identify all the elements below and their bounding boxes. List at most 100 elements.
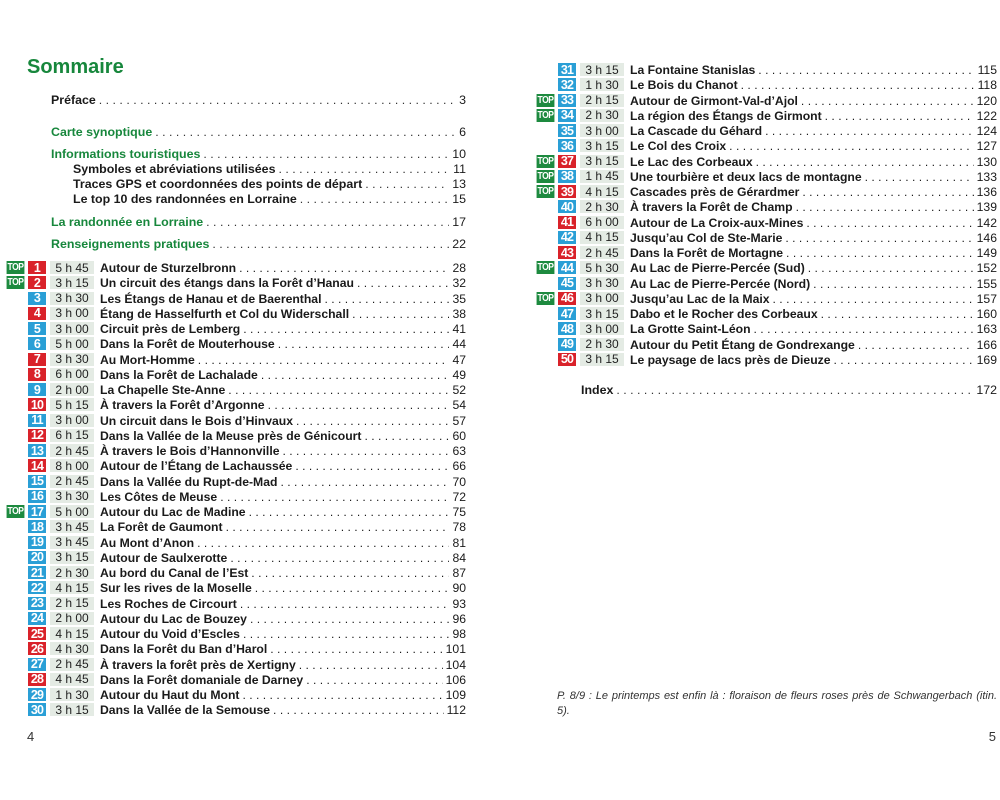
route-title: Dans la Vallée de la Semouse xyxy=(100,703,271,718)
route-title-line: À travers la forêt près de Xertigny 104 xyxy=(100,658,466,672)
toc-entry[interactable]: Renseignements pratiques 22 xyxy=(51,237,466,251)
route-row[interactable]: 5 3 h 00 Circuit près de Lemberg 41 xyxy=(0,322,1000,336)
dot-leader xyxy=(282,444,449,458)
route-row[interactable]: 13 2 h 45 À travers le Bois d’Hannonville 6… xyxy=(0,444,1000,458)
route-row[interactable]: 7 3 h 30 Au Mort-Homme 47 xyxy=(0,352,1000,367)
route-title-line: Autour du Petit Étang de Gondrexange 166 xyxy=(630,338,997,352)
route-row[interactable]: 9 2 h 00 La Chapelle Ste-Anne 52 xyxy=(0,383,1000,397)
route-page: 149 xyxy=(976,246,997,260)
route-page: 104 xyxy=(445,657,466,672)
route-number-badge: 38 xyxy=(558,169,576,183)
route-row[interactable]: 16 3 h 30 Les Côtes de Meuse 72 xyxy=(0,489,1000,504)
route-row[interactable]: 50 3 h 15 Le paysage de lacs près de Dieuz… xyxy=(0,352,1000,367)
route-duration: 6 h 00 xyxy=(50,367,94,381)
route-title: Dans la Forêt de Mortagne xyxy=(630,246,784,260)
route-number-badge: 25 xyxy=(28,627,46,641)
route-number-badge: 31 xyxy=(558,63,576,77)
route-duration: 2 h 30 xyxy=(580,337,624,351)
route-row[interactable]: 10 5 h 15 À travers la Forêt d’Argonne 54 xyxy=(0,398,1000,412)
route-duration: 3 h 30 xyxy=(50,352,94,366)
route-title: Jusqu’au Lac de la Maix xyxy=(630,291,770,306)
route-row[interactable]: 48 3 h 00 La Grotte Saint-Léon 163 xyxy=(0,322,1000,336)
toc-entry[interactable]: Carte synoptique 6 xyxy=(51,125,466,139)
route-row[interactable]: 41 6 h 00 Autour de La Croix-aux-Mines 142 xyxy=(0,215,1000,230)
route-title: Dabo et le Rocher des Corbeaux xyxy=(630,307,818,321)
route-page: 84 xyxy=(452,550,466,565)
route-row[interactable]: 4 3 h 00 Étang de Hasselfurth et Col du Wi… xyxy=(0,306,1000,321)
route-duration: 1 h 30 xyxy=(50,688,94,702)
route-title-line: Autour de Saulxerotte 84 xyxy=(100,551,466,565)
route-duration: 3 h 00 xyxy=(580,322,624,336)
route-duration: 4 h 15 xyxy=(580,185,624,199)
route-row[interactable]: 18 3 h 45 La Forêt de Gaumont 78 xyxy=(0,520,1000,534)
toc-entry[interactable]: Le top 10 des randonnées en Lorraine 15 xyxy=(73,192,466,206)
route-title: Autour de Sturzelbronn xyxy=(100,261,237,275)
route-row[interactable]: 30 3 h 15 Dans la Vallée de la Semouse 112 xyxy=(0,703,1000,717)
route-row[interactable]: 3 3 h 30 Les Étangs de Hanau et de Baerent… xyxy=(0,291,1000,306)
route-row[interactable]: 11 3 h 00 Un circuit dans le Bois d’Hinvau… xyxy=(0,413,1000,428)
route-number-badge: 3 xyxy=(28,291,46,305)
top-badge: TOP xyxy=(536,169,555,183)
route-title: Une tourbière et deux lacs de montagne xyxy=(630,169,862,184)
toc-entry-label: Informations touristiques xyxy=(51,147,201,161)
route-title: Jusqu’au Col de Ste-Marie xyxy=(630,230,783,245)
toc-entry[interactable]: La randonnée en Lorraine 17 xyxy=(51,215,466,229)
toc-entry[interactable]: Traces GPS et coordonnées des points de … xyxy=(73,177,466,191)
route-title: Autour de Girmont-Val-d’Ajol xyxy=(630,93,798,108)
route-row[interactable]: 23 2 h 15 Les Roches de Circourt 93 xyxy=(0,596,1000,611)
route-page: 44 xyxy=(452,337,466,352)
toc-entry[interactable]: Symboles et abréviations utilisées 11 xyxy=(73,162,466,176)
route-row[interactable]: 40 2 h 30 À travers la Forêt de Champ 139 xyxy=(0,200,1000,214)
route-page: 139 xyxy=(976,200,997,215)
top-badge: TOP xyxy=(536,261,555,275)
route-row[interactable]: 21 2 h 30 Au bord du Canal de l’Est 87 xyxy=(0,566,1000,580)
route-row[interactable]: 20 3 h 15 Autour de Saulxerotte 84 xyxy=(0,550,1000,565)
route-row[interactable]: 24 2 h 00 Autour du Lac de Bouzey 96 xyxy=(0,611,1000,626)
route-row[interactable]: 6 5 h 00 Dans la Forêt de Mouterhouse 44 xyxy=(0,337,1000,351)
route-number-badge: 32 xyxy=(558,78,576,92)
route-row[interactable]: 28 4 h 45 Dans la Forêt domaniale de Darne… xyxy=(0,672,1000,687)
route-row[interactable]: 47 3 h 15 Dabo et le Rocher des Corbeaux 16… xyxy=(0,307,1000,321)
toc-entry[interactable]: Préface 3 xyxy=(51,93,466,107)
route-row[interactable]: TOP 2 3 h 15 Un circuit des étangs dans la … xyxy=(0,276,1000,290)
route-row[interactable]: 42 4 h 15 Jusqu’au Col de Ste-Marie 146 xyxy=(0,230,1000,245)
route-duration: 3 h 15 xyxy=(50,276,94,290)
toc-entry-index[interactable]: Index 172 xyxy=(581,383,997,397)
route-row[interactable]: 19 3 h 45 Au Mont d’Anon 81 xyxy=(0,535,1000,550)
route-row[interactable]: TOP 44 5 h 30 Au Lac de Pierre-Percée (Sud)… xyxy=(0,261,1000,275)
route-row[interactable]: 8 6 h 00 Dans la Forêt de Lachalade 49 xyxy=(0,367,1000,382)
route-row[interactable]: 43 2 h 45 Dans la Forêt de Mortagne 149 xyxy=(0,246,1000,260)
route-row[interactable]: 22 4 h 15 Sur les rives de la Moselle 90 xyxy=(0,581,1000,595)
route-row[interactable]: 15 2 h 45 Dans la Vallée du Rupt-de-Mad 70 xyxy=(0,474,1000,489)
route-row[interactable]: 45 3 h 30 Au Lac de Pierre-Percée (Nord) 15… xyxy=(0,276,1000,291)
route-row[interactable]: 14 8 h 00 Autour de l’Étang de Lachaussée 6… xyxy=(0,459,1000,473)
route-row[interactable]: TOP 34 2 h 30 La région des Étangs de Girmo… xyxy=(0,108,1000,123)
route-row[interactable]: 12 6 h 15 Dans la Vallée de la Meuse près … xyxy=(0,428,1000,443)
route-title-line: Autour de l’Étang de Lachaussée 66 xyxy=(100,459,466,473)
route-title-line: Sur les rives de la Moselle 90 xyxy=(100,581,466,595)
route-page: 120 xyxy=(976,93,997,108)
route-number-badge: 16 xyxy=(28,489,46,503)
route-row[interactable]: 36 3 h 15 Le Col des Croix 127 xyxy=(0,139,1000,153)
route-row[interactable]: 29 1 h 30 Autour du Haut du Mont 109 xyxy=(0,688,1000,702)
route-row[interactable]: 49 2 h 30 Autour du Petit Étang de Gondrex… xyxy=(0,337,1000,352)
route-row[interactable]: TOP 38 1 h 45 Une tourbière et deux lacs de… xyxy=(0,169,1000,184)
route-row[interactable]: 31 3 h 15 La Fontaine Stanislas 115 xyxy=(0,63,1000,77)
route-row[interactable]: 32 1 h 30 Le Bois du Chanot 118 xyxy=(0,78,1000,92)
route-row[interactable]: 25 4 h 15 Autour du Void d’Escles 98 xyxy=(0,627,1000,641)
route-row[interactable]: 26 4 h 30 Dans la Forêt du Ban d’Harol 101 xyxy=(0,642,1000,656)
dot-leader xyxy=(801,94,974,108)
dot-leader xyxy=(230,551,449,565)
toc-entry[interactable]: Informations touristiques 10 xyxy=(51,147,466,161)
route-title-line: Dans la Forêt du Ban d’Harol 101 xyxy=(100,642,466,656)
route-title-line: Au Lac de Pierre-Percée (Nord) 155 xyxy=(630,277,997,291)
route-row[interactable]: 27 2 h 45 À travers la forêt près de Xerti… xyxy=(0,657,1000,672)
route-title: Au Lac de Pierre-Percée (Sud) xyxy=(630,261,805,276)
route-row[interactable]: 35 3 h 00 La Cascade du Géhard 124 xyxy=(0,124,1000,138)
